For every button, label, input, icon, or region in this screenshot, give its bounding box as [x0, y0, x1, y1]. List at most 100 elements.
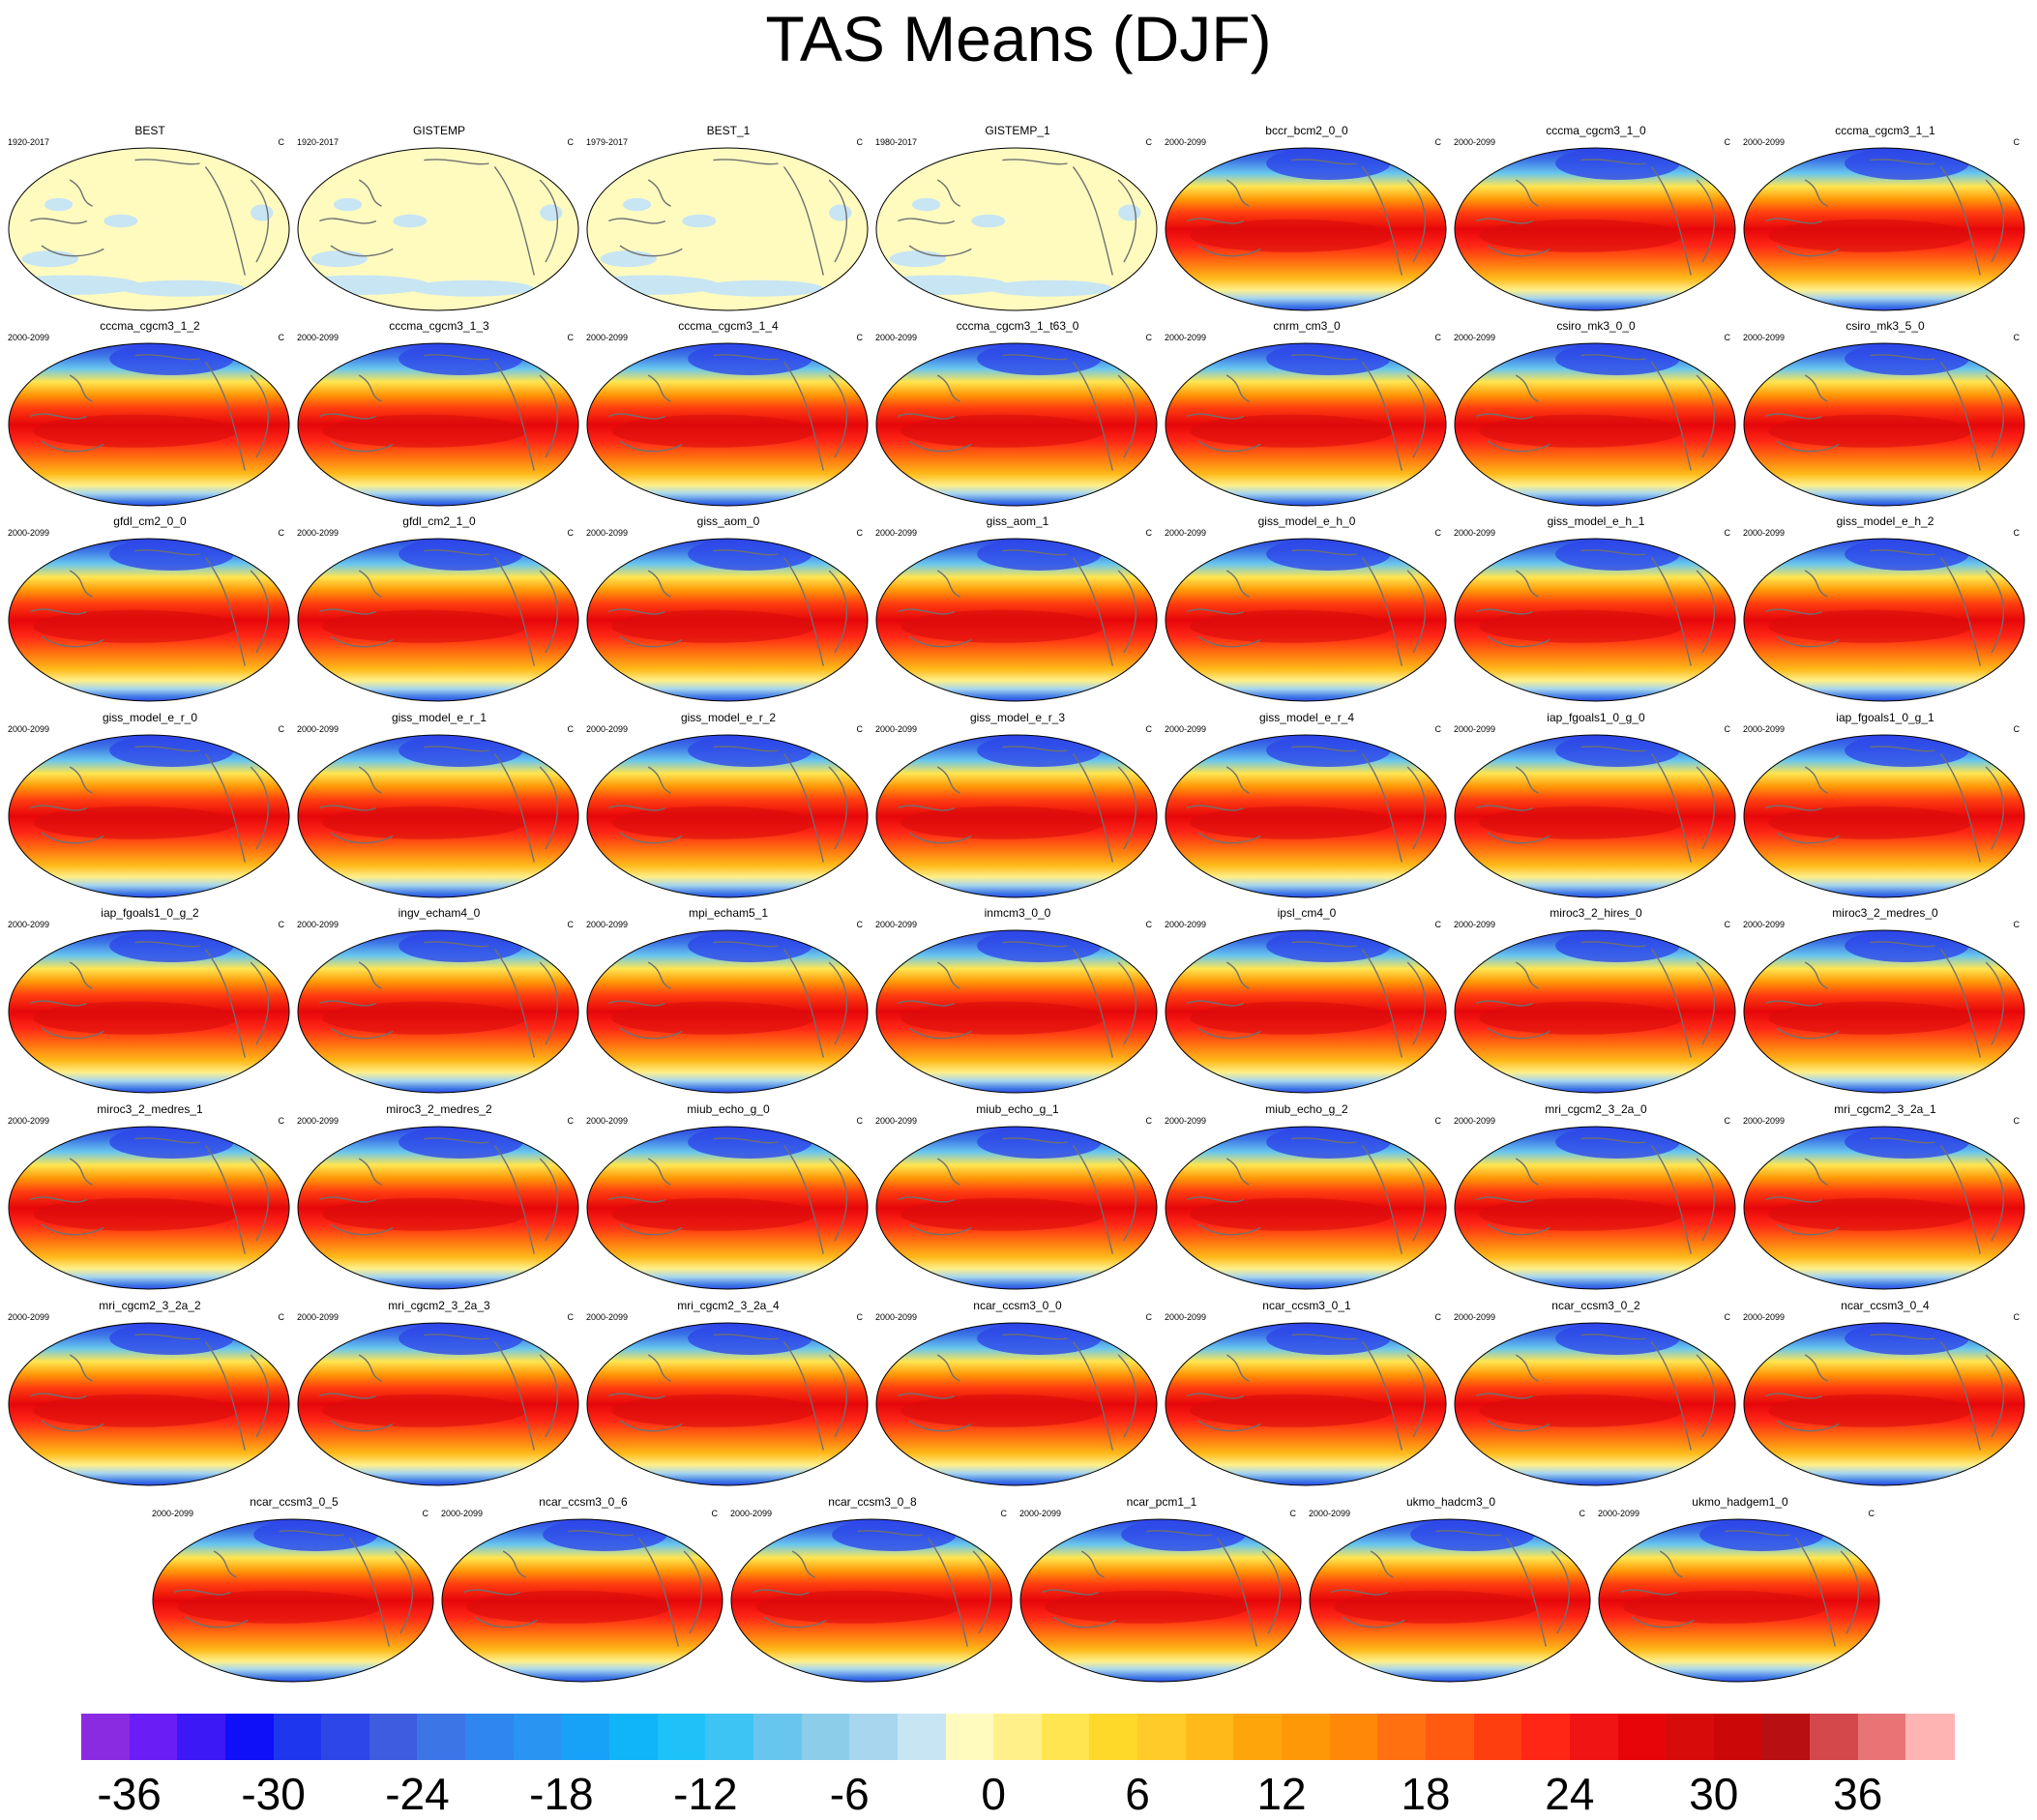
coastline — [539, 1158, 558, 1242]
map-border — [8, 734, 290, 898]
coastline — [134, 941, 200, 948]
coastline — [898, 1196, 956, 1203]
panel-units: C — [1724, 333, 1731, 342]
coastline — [713, 354, 779, 361]
map-panel: mri_cgcm2_3_2a_1 2000-2099 C — [1741, 1102, 2029, 1296]
coastline — [1696, 766, 1715, 850]
anomaly-blob — [622, 197, 652, 212]
coastline — [1939, 1144, 1981, 1254]
warm-region — [1045, 1590, 1249, 1624]
coastline — [608, 805, 666, 811]
coastline — [1406, 179, 1426, 263]
panel-units: C — [567, 137, 575, 147]
map-panel: giss_model_e_h_1 2000-2099 C — [1452, 514, 1740, 708]
map-svg — [1743, 538, 2025, 702]
panel-units: C — [1579, 1509, 1586, 1518]
coastline — [134, 746, 200, 752]
coastline — [782, 1144, 824, 1254]
coastline — [463, 1589, 521, 1596]
warm-region — [1479, 1394, 1683, 1427]
coastline — [279, 1530, 344, 1537]
coastline — [330, 245, 394, 257]
cold-region — [688, 735, 812, 767]
map-border — [1454, 929, 1736, 1094]
colorbar-tick-label: 12 — [1256, 1769, 1307, 1819]
map-border — [297, 538, 579, 702]
panel-units: C — [2013, 724, 2021, 734]
coastline — [1696, 570, 1715, 654]
warm-region — [1190, 414, 1394, 448]
coastline — [908, 1223, 972, 1236]
cold-region — [109, 930, 234, 962]
panel-period: 2000-2099 — [1454, 528, 1496, 538]
map-panel: gfdl_cm2_1_0 2000-2099 C — [295, 514, 583, 708]
coastline — [250, 570, 269, 654]
coastline — [1515, 374, 1539, 402]
warm-region — [1334, 1590, 1538, 1624]
coastline — [1804, 766, 1828, 794]
map-border — [297, 1322, 579, 1486]
coastline — [1406, 1158, 1426, 1242]
coastline — [1072, 556, 1113, 666]
colorbar-box — [369, 1714, 419, 1760]
panel-period: 2000-2099 — [1598, 1509, 1640, 1518]
coastline — [1765, 1196, 1823, 1203]
coastline — [1002, 746, 1068, 752]
panel-period: 2000-2099 — [1165, 333, 1207, 342]
coastline — [1776, 1223, 1840, 1236]
panel-title: gfdl_cm2_0_0 — [113, 514, 187, 528]
coastline — [319, 1196, 377, 1203]
coastline — [1117, 570, 1137, 654]
map-panel: GISTEMP_1 1980-2017 C — [873, 124, 1162, 317]
cold-region — [1699, 1519, 1824, 1551]
warm-region — [1623, 1590, 1827, 1624]
coastline — [1225, 1354, 1250, 1382]
coastline — [1487, 1027, 1550, 1040]
cold-region — [1266, 148, 1391, 180]
panel-period: 2000-2099 — [8, 724, 50, 734]
warm-region — [1479, 414, 1683, 448]
coastline — [1187, 608, 1245, 615]
colorbar-tick-label: -30 — [241, 1769, 306, 1819]
coastline — [1939, 1340, 1981, 1451]
coastline — [1650, 752, 1692, 863]
panel-period: 1979-2017 — [586, 137, 629, 147]
coastline — [358, 1158, 382, 1186]
warm-region — [611, 1197, 815, 1231]
panel-units: C — [2013, 920, 2021, 929]
colorbar-box — [1666, 1714, 1715, 1760]
colorbar-box — [81, 1714, 131, 1760]
panel-units: C — [1434, 528, 1442, 538]
map-panel: gfdl_cm2_0_0 2000-2099 C — [6, 514, 294, 708]
map-svg — [1165, 147, 1447, 311]
panel-units: C — [1434, 333, 1442, 342]
coastline — [424, 746, 489, 752]
cold-region — [399, 735, 523, 767]
panel-period: 2000-2099 — [8, 1312, 50, 1322]
coastline — [1291, 1137, 1357, 1144]
coastline — [619, 245, 683, 257]
map-border — [875, 1322, 1158, 1486]
coastline — [1776, 440, 1840, 453]
colorbar-box — [1329, 1714, 1378, 1760]
panel-title: giss_model_e_r_3 — [969, 711, 1066, 724]
panel-title: cccma_cgcm3_1_3 — [389, 319, 489, 333]
colorbar: -36 -30 -24 -18 -12 -6 0 6 12 18 24 30 36 — [0, 1702, 2037, 1819]
panel-units: C — [278, 1312, 285, 1322]
warm-region — [1768, 1001, 1972, 1035]
map-svg — [1165, 734, 1447, 898]
coastline — [1072, 165, 1113, 276]
coastline — [1939, 361, 1981, 471]
cold-region — [977, 539, 1102, 571]
map-panel: ncar_ccsm3_0_5 2000-2099 C — [150, 1495, 438, 1688]
panel-period: 2000-2099 — [1165, 920, 1207, 929]
panel-period: 2000-2099 — [1165, 724, 1207, 734]
coastline — [1197, 440, 1261, 453]
coastline — [1631, 1616, 1695, 1629]
warm-region — [1190, 609, 1394, 643]
map-svg — [8, 1322, 290, 1486]
coastline — [1117, 766, 1137, 850]
coastline — [1002, 159, 1068, 165]
map-panel: cccma_cgcm3_1_4 2000-2099 C — [584, 319, 872, 513]
coastline — [1406, 374, 1426, 458]
